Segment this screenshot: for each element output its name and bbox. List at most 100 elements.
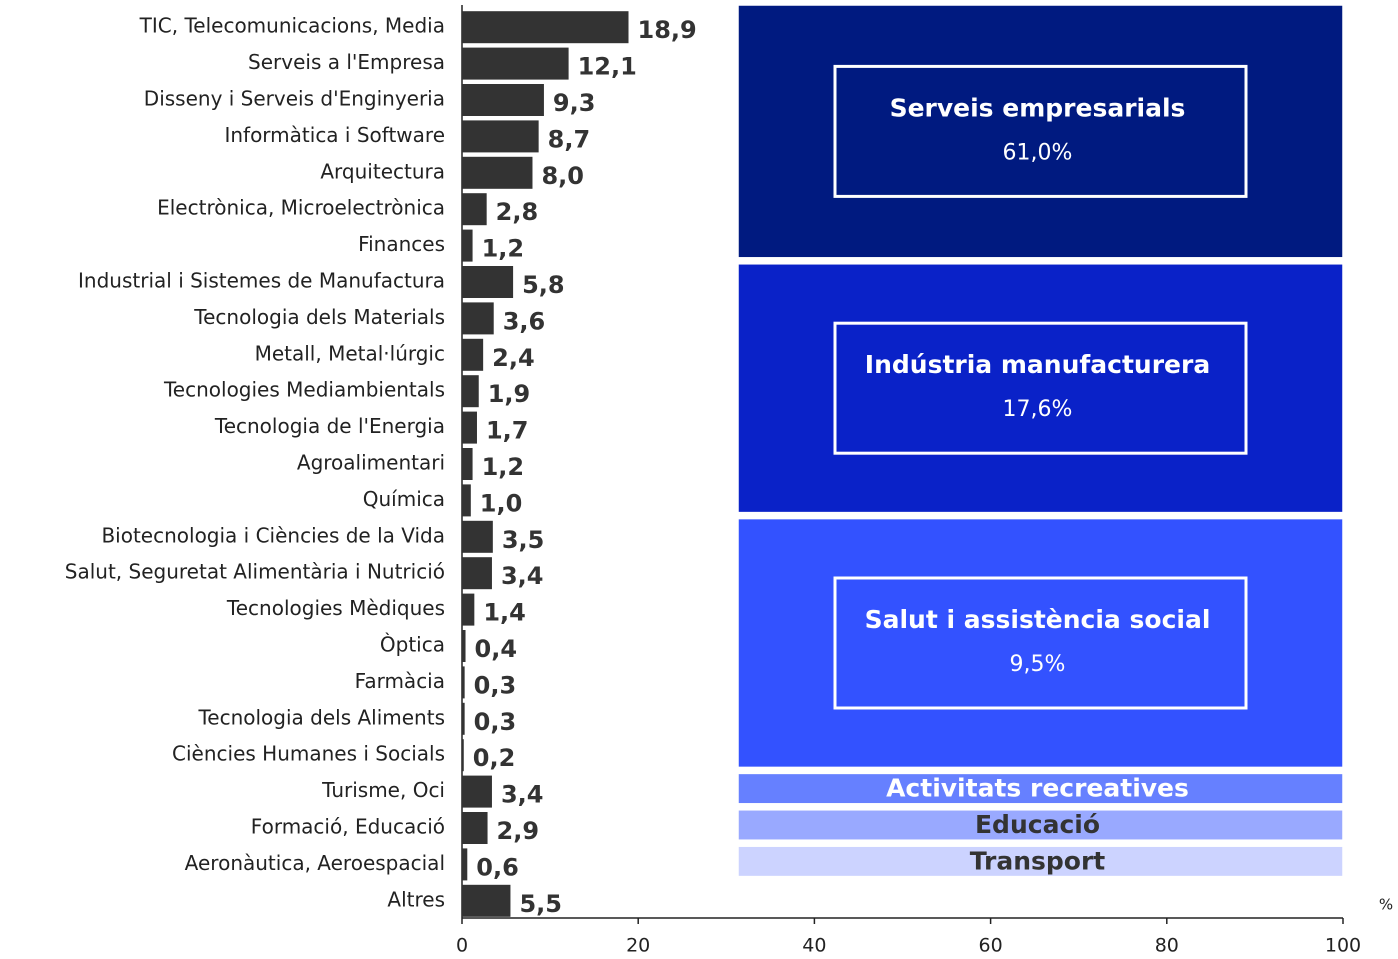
category-label: Biotecnologia i Ciències de la Vida — [101, 523, 445, 547]
category-label: Altres — [387, 887, 445, 911]
bar — [462, 156, 533, 189]
category-label: Tecnologia dels Materials — [193, 305, 445, 329]
value-label: 9,3 — [553, 89, 596, 117]
group-block — [737, 263, 1344, 514]
category-label: Finances — [358, 232, 445, 256]
category-label: Disseny i Serveis d'Enginyeria — [144, 87, 445, 111]
value-label: 1,9 — [488, 380, 531, 408]
category-label: Metall, Metal·lúrgic — [255, 341, 445, 365]
group-value: 9,5% — [1010, 652, 1066, 677]
category-label: Òptica — [380, 633, 445, 657]
bar — [462, 775, 492, 808]
x-tick-label: 100 — [1325, 935, 1361, 957]
value-label: 8,0 — [541, 162, 584, 190]
group-value: 17,6% — [1003, 397, 1073, 422]
value-label: 1,0 — [480, 489, 523, 517]
x-tick-label: 0 — [456, 935, 468, 957]
bar — [462, 557, 492, 590]
category-label: Formació, Educació — [251, 815, 445, 839]
value-label: 0,6 — [476, 853, 519, 881]
category-label: Tecnologia dels Aliments — [197, 705, 445, 729]
category-label: Turisme, Oci — [321, 778, 445, 802]
group-name: Transport — [970, 846, 1106, 875]
value-label: 1,7 — [486, 417, 529, 445]
bar — [462, 448, 473, 480]
bar — [462, 630, 466, 662]
group-block — [737, 772, 1344, 805]
value-label: 5,8 — [522, 271, 565, 299]
bar — [462, 411, 477, 444]
bar — [462, 266, 514, 298]
bar — [462, 11, 629, 44]
value-label: 3,4 — [501, 562, 544, 590]
group-box — [833, 321, 1248, 455]
x-tick-label: 60 — [979, 935, 1003, 957]
x-tick-label: 40 — [802, 935, 826, 957]
category-label: Arquitectura — [320, 159, 445, 183]
group-block — [737, 517, 1344, 769]
value-label: 2,4 — [492, 344, 535, 372]
bar — [462, 739, 464, 772]
bar — [462, 47, 569, 80]
bar — [462, 702, 465, 735]
group-name: Activitats recreatives — [886, 774, 1189, 803]
group-name: Indústria manufacturera — [865, 350, 1210, 379]
group-box — [833, 576, 1248, 710]
bar — [462, 229, 473, 262]
category-label: Tecnologies Mèdiques — [226, 596, 445, 620]
x-unit: % — [1379, 896, 1393, 914]
value-label: 12,1 — [578, 53, 637, 81]
category-label: Farmàcia — [355, 669, 445, 693]
group-name: Serveis empresarials — [890, 93, 1186, 122]
category-label: Serveis a l'Empresa — [248, 50, 445, 74]
bar — [462, 338, 484, 371]
category-label: TIC, Telecomunicacions, Media — [139, 14, 445, 38]
value-label: 0,3 — [474, 708, 517, 736]
group-name: Salut i assistència social — [865, 605, 1211, 634]
bar — [462, 120, 539, 153]
value-label: 18,9 — [638, 16, 697, 44]
category-label: Ciències Humanes i Socials — [172, 742, 445, 766]
value-label: 1,4 — [483, 599, 526, 627]
bar — [462, 593, 475, 626]
bar — [462, 520, 493, 553]
group-block — [737, 4, 1344, 259]
category-label: Informàtica i Software — [224, 123, 445, 147]
bar — [462, 812, 488, 844]
bar — [462, 484, 471, 517]
bar — [462, 375, 479, 408]
bar — [462, 884, 511, 917]
bar — [462, 193, 487, 226]
value-label: 3,4 — [501, 781, 544, 809]
value-label: 0,2 — [473, 744, 516, 772]
value-label: 1,2 — [482, 453, 525, 481]
category-label: Aeronàutica, Aeroespacial — [185, 851, 445, 875]
value-label: 0,4 — [475, 635, 518, 663]
bar — [462, 84, 544, 116]
category-label: Tecnologia de l'Energia — [214, 414, 445, 438]
bar — [462, 666, 465, 699]
category-label: Agroalimentari — [297, 451, 445, 475]
category-label: Industrial i Sistemes de Manufactura — [78, 269, 445, 293]
value-label: 3,6 — [503, 307, 546, 335]
value-label: 2,8 — [496, 198, 539, 226]
category-label: Tecnologies Mediambientals — [163, 378, 445, 402]
category-label: Electrònica, Microelectrònica — [157, 196, 445, 220]
value-label: 1,2 — [482, 235, 525, 263]
group-block — [737, 809, 1344, 841]
value-label: 0,3 — [474, 671, 517, 699]
group-value: 61,0% — [1003, 140, 1073, 165]
category-label: Salut, Seguretat Alimentària i Nutrició — [65, 560, 445, 584]
value-label: 8,7 — [548, 125, 591, 153]
bar — [462, 848, 468, 881]
x-tick-label: 20 — [626, 935, 650, 957]
group-block — [737, 845, 1344, 878]
category-label: Química — [363, 487, 445, 511]
value-label: 3,5 — [502, 526, 545, 554]
bar — [462, 302, 494, 335]
x-tick-label: 80 — [1155, 935, 1179, 957]
value-label: 2,9 — [497, 817, 540, 845]
value-label: 5,5 — [519, 890, 562, 918]
group-box — [833, 64, 1248, 198]
